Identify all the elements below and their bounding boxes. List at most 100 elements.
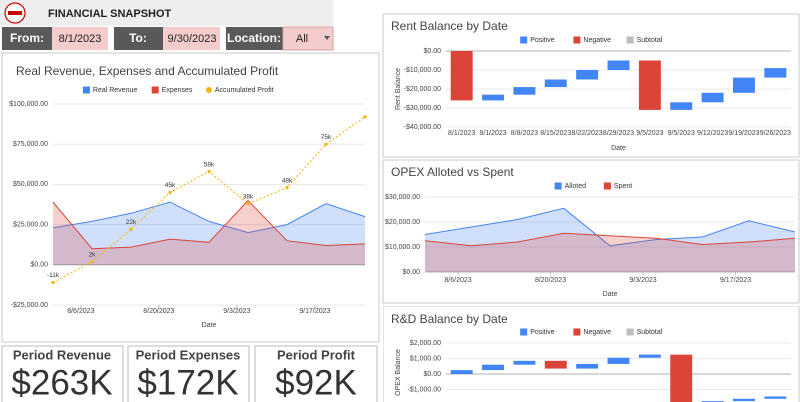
legend-label: Spent: [614, 183, 632, 190]
point: [168, 190, 172, 195]
kpi-value: $263K: [11, 363, 112, 402]
filter-dropdown[interactable]: [282, 26, 334, 51]
x-tick-label: 8/20/2023: [535, 277, 566, 284]
data-label: 58k: [204, 161, 215, 168]
y-tick-label: $0.00: [423, 48, 441, 55]
y-tick-label: $50,000.00: [13, 181, 48, 188]
y-tick-label: $25,000.00: [13, 221, 48, 228]
chart-title: R&D Balance by Date: [391, 312, 508, 326]
bar: [607, 357, 630, 364]
x-tick-label: 9/12/2023: [697, 130, 728, 137]
kpi-title: Period Revenue: [13, 347, 111, 362]
kpi-value: $172K: [137, 363, 238, 402]
x-tick-label: 8/15/2023: [540, 130, 571, 137]
point: [324, 142, 328, 146]
chart-title: OPEX Alloted vs Spent: [391, 165, 514, 179]
legend-label: Negative: [583, 37, 611, 44]
filter-value[interactable]: 9/30/2023: [168, 33, 217, 45]
area: [53, 200, 365, 265]
filter-value-box[interactable]: [52, 27, 108, 50]
line: [52, 201, 366, 234]
x-tick-label: 8/20/2023: [143, 308, 174, 315]
panel-border: [1, 52, 380, 343]
kpi-value: $92K: [275, 363, 357, 402]
legend-label: Alloted: [565, 183, 587, 190]
y-tick-label: -$25,000.00: [11, 302, 48, 309]
x-tick-label: 8/1/2023: [479, 130, 506, 137]
y-tick-label: $100,000.00: [9, 101, 48, 108]
filter-value[interactable]: All: [296, 33, 308, 45]
x-tick-label: 8/1/2023: [448, 130, 475, 137]
y-tick-label: -$30,000.00: [404, 105, 441, 112]
x-tick-label: 8/22/2023: [572, 130, 603, 137]
legend-label: Expenses: [162, 87, 193, 94]
bar: [513, 87, 536, 95]
x-tick-label: 8/8/2023: [511, 130, 538, 137]
bar: [513, 360, 536, 365]
filter-label-box: [2, 27, 52, 50]
y-tick-label: -$10,000.00: [404, 67, 441, 74]
legend-swatch: [573, 328, 581, 336]
y-tick-label: $0.00: [423, 371, 441, 378]
legend-label: Negative: [583, 329, 611, 336]
legend-swatch: [82, 86, 90, 94]
filter-label-box: [114, 27, 163, 50]
kpi-title: Period Profit: [277, 347, 356, 362]
data-label: 45k: [165, 182, 176, 189]
panel-border: [382, 159, 800, 304]
x-tick-label: 8/6/2023: [67, 308, 94, 315]
bar: [764, 396, 787, 399]
dropdown-arrow[interactable]: [324, 36, 330, 40]
legend-swatch: [573, 36, 581, 44]
legend-label: Subtotal: [637, 37, 663, 44]
y-axis-title: OPEX Balance: [395, 349, 402, 396]
x-tick-label: 9/3/2023: [629, 277, 656, 284]
chart-panel: Rent Balance by Date -$40,000.00 -$30,000.…: [382, 13, 800, 158]
y-tick-label: -$1,000.00: [408, 386, 442, 393]
legend-swatch: [520, 36, 528, 44]
y-tick-label: $20,000.00: [385, 219, 420, 226]
point: [246, 202, 250, 206]
legend-swatch: [554, 182, 562, 190]
bar: [638, 60, 661, 110]
legend-label: Subtotal: [637, 329, 663, 336]
bar: [638, 354, 661, 358]
point: [207, 169, 211, 174]
bar: [701, 92, 724, 103]
x-axis-title: Date: [611, 145, 626, 152]
kpi-box: [127, 345, 250, 402]
filter-value[interactable]: 8/1/2023: [59, 33, 102, 45]
x-tick-label: 8/6/2023: [444, 277, 471, 284]
bar: [576, 70, 599, 80]
data-label: 38k: [243, 193, 254, 200]
kpi-title: Period Expenses: [136, 347, 241, 362]
y-tick-label: $1,000.00: [410, 355, 441, 362]
data-label: -11k: [47, 272, 60, 279]
x-tick-label: 9/17/2023: [299, 308, 330, 315]
x-axis-title: Date: [603, 291, 618, 298]
point: [285, 186, 289, 190]
bar: [732, 77, 755, 93]
x-tick-label: 9/26/2023: [760, 130, 791, 137]
x-tick-label: 9/17/2023: [720, 277, 751, 284]
x-axis-title: Date: [202, 322, 217, 329]
header-title: FINANCIAL SNAPSHOT: [48, 8, 172, 20]
y-tick-label: $2,000.00: [410, 340, 441, 347]
legend-swatch: [626, 328, 634, 336]
header-bar: [0, 0, 333, 26]
bar: [544, 360, 567, 369]
filter-value-box[interactable]: [163, 27, 220, 50]
legend-label: Real Revenue: [93, 87, 137, 94]
data-label: 2k: [89, 251, 97, 258]
bar: [450, 370, 473, 374]
legend-swatch: [520, 328, 528, 336]
kpi-box: [254, 345, 378, 402]
x-tick-label: 9/19/2023: [728, 130, 759, 137]
bar: [670, 102, 693, 110]
bar: [482, 94, 505, 101]
point: [363, 115, 367, 119]
y-tick-label: $75,000.00: [13, 141, 48, 148]
x-tick-label: 8/29/2023: [603, 130, 634, 137]
chart-title: Real Revenue, Expenses and Accumulated P…: [16, 64, 279, 78]
point: [129, 227, 133, 232]
